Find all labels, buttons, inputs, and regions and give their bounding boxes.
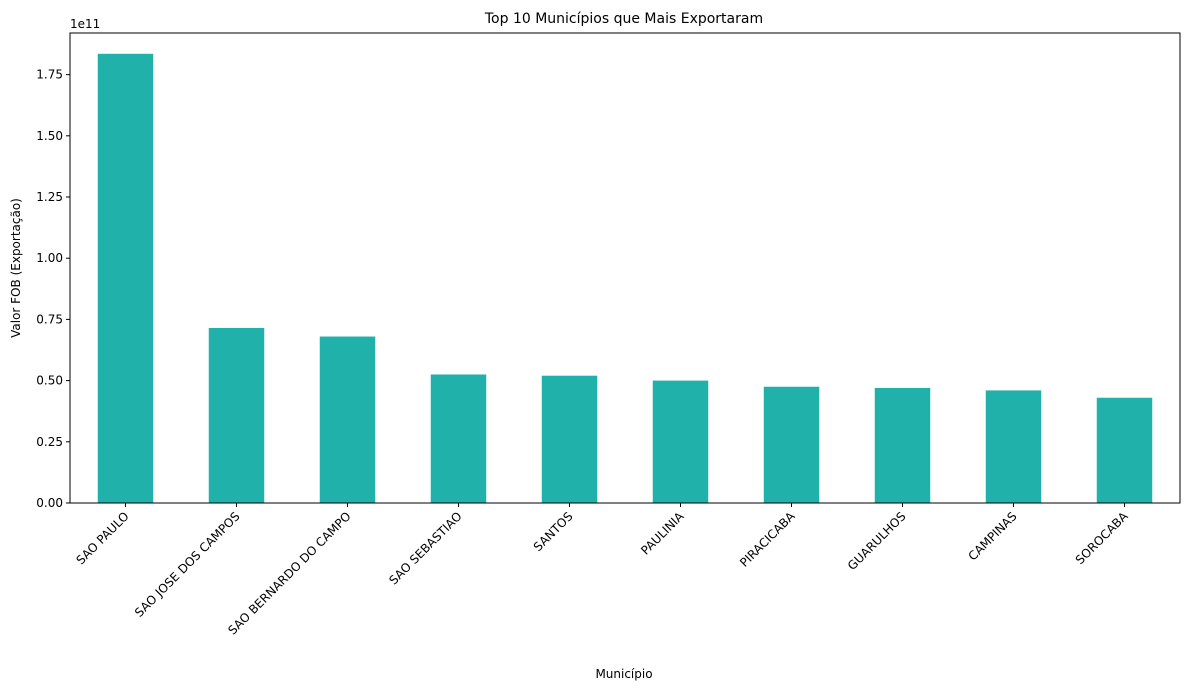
x-tick-label: SANTOS [531, 509, 576, 554]
x-tick-label: GUARULHOS [845, 509, 909, 573]
y-tick-label: 0.75 [36, 312, 63, 326]
y-axis-ticks: 0.00 0.25 0.50 0.75 1.00 1.25 1.50 1.75 [36, 68, 70, 510]
y-axis-offset-label: 1e11 [70, 17, 100, 31]
y-tick-label: 1.50 [36, 129, 63, 143]
bar-piracicaba [763, 386, 820, 503]
bar-santos [541, 375, 598, 503]
x-tick-label: SAO JOSE DOS CAMPOS [132, 509, 243, 620]
y-tick-label: 1.25 [36, 190, 63, 204]
y-tick-label: 0.00 [36, 496, 63, 510]
bars-group [97, 53, 1153, 504]
x-tick-label: SAO SEBASTIAO [386, 509, 464, 587]
y-tick-label: 1.00 [36, 251, 63, 265]
x-tick-label: CAMPINAS [966, 509, 1020, 563]
x-tick-label: PIRACICABA [737, 509, 798, 570]
bar-sao-jose-dos-campos [208, 327, 265, 503]
x-tick-label: SOROCABA [1073, 509, 1131, 567]
y-axis-label: Valor FOB (Exportação) [9, 198, 23, 338]
bar-sao-sebastiao [430, 374, 487, 503]
chart-title: Top 10 Municípios que Mais Exportaram [484, 11, 763, 27]
y-tick-label: 0.25 [36, 435, 63, 449]
x-tick-label: SAO PAULO [73, 509, 131, 567]
bar-paulinia [652, 380, 709, 503]
plot-frame [69, 32, 1181, 504]
x-tick-label: SAO BERNARDO DO CAMPO [225, 509, 353, 637]
bar-sao-paulo [97, 53, 154, 504]
bar-guarulhos [874, 387, 931, 503]
y-tick-label: 1.75 [36, 68, 63, 82]
x-axis-label: Município [595, 667, 652, 681]
x-tick-label: PAULINIA [638, 509, 687, 558]
y-tick-label: 0.50 [36, 374, 63, 388]
bar-sorocaba [1096, 397, 1153, 503]
bar-campinas [985, 390, 1042, 503]
bar-sao-bernardo-do-campo [319, 336, 376, 503]
